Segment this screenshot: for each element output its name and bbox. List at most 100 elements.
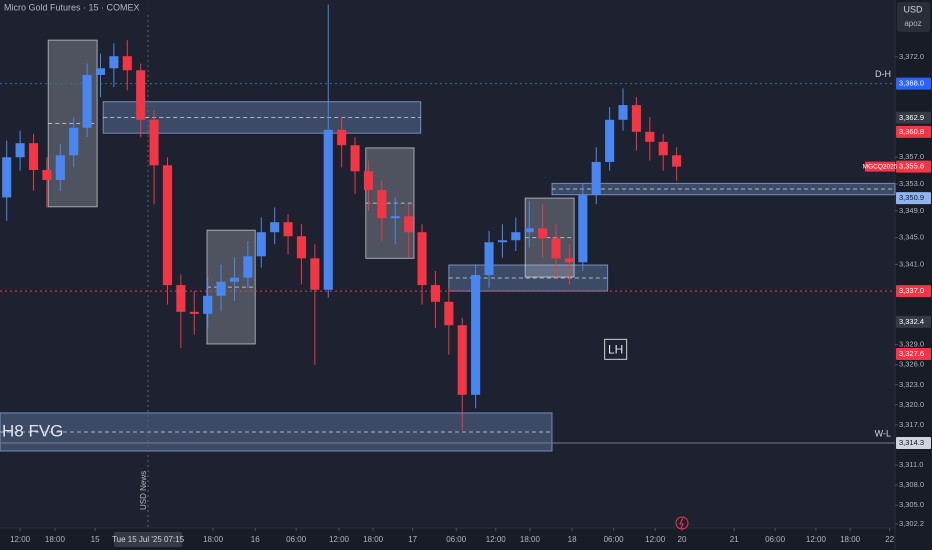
level-label: W-L: [875, 428, 891, 438]
price-label: 3,360.8: [899, 127, 924, 136]
axis-note: apoz: [904, 19, 921, 28]
price-label-bg: [896, 125, 931, 138]
y-tick-label: 3,305.0: [899, 500, 924, 509]
y-tick-label: 3,308.0: [899, 480, 924, 489]
y-tick-label: 3,372.0: [899, 52, 924, 61]
candle-body: [216, 281, 226, 296]
y-tick-label: 3,320.0: [899, 400, 924, 409]
candle-body: [243, 256, 253, 278]
zone-label: H8 FVG: [2, 421, 63, 440]
annotation-box: [604, 338, 628, 360]
candle-body: [95, 68, 106, 75]
y-tick-label: 3,311.0: [899, 460, 923, 469]
candle-body: [136, 70, 146, 120]
candle-body: [82, 74, 92, 128]
candle-body: [631, 105, 641, 132]
candle-body: [471, 275, 481, 395]
zones: [0, 39, 896, 452]
candle-body: [497, 240, 507, 243]
y-tick-label: 3,323.0: [899, 380, 924, 389]
price-label: 3,327.6: [899, 349, 924, 358]
price-label-bg: [896, 192, 931, 205]
crosshair-label-bg: [114, 532, 183, 547]
candle-body: [591, 161, 601, 195]
x-tick-label: 12:00: [329, 535, 350, 544]
candle-body: [511, 232, 521, 241]
price-tag: MGCQ2025: [863, 163, 898, 170]
x-tick-label: 17: [408, 535, 417, 544]
candle-body: [122, 56, 132, 71]
candle-body: [189, 311, 199, 314]
x-tick-label: 18:00: [363, 535, 384, 544]
price-label-bg: [896, 315, 931, 328]
x-tick-label: 06:00: [604, 535, 625, 544]
x-tick-label: 15: [91, 535, 100, 544]
x-tick-label: 12:00: [645, 535, 666, 544]
price-label: 3,362.9: [899, 113, 924, 122]
candle-body: [538, 228, 548, 239]
candle-body: [69, 127, 79, 156]
y-tick-label: 3,349.0: [899, 206, 924, 215]
candle-body: [417, 232, 427, 286]
candle-body: [229, 277, 240, 282]
candle-body: [256, 232, 266, 257]
candle-body: [457, 325, 467, 395]
annotation-text: LH: [608, 342, 623, 356]
candle-body: [390, 216, 400, 219]
y-tick-label: 3,341.0: [899, 259, 924, 268]
candle-body: [363, 171, 374, 191]
x-tick-label: 21: [730, 535, 739, 544]
candle-body: [176, 285, 186, 312]
candle-body: [484, 242, 494, 276]
candles: [2, 4, 682, 431]
price-label: 3,355.6: [899, 162, 924, 171]
candle-body: [28, 143, 39, 170]
candle-body: [430, 285, 440, 302]
candle-body: [310, 258, 320, 290]
currency-box[interactable]: [897, 2, 930, 32]
price-label-bg: [896, 285, 931, 298]
candle-body: [524, 228, 534, 233]
price-label: 3,368.0: [899, 79, 924, 88]
x-tick-label: 16: [251, 535, 260, 544]
y-tick-label: 3,302.2: [899, 519, 924, 528]
price-axis-background: [895, 0, 932, 550]
price-label: 3,314.3: [899, 438, 924, 447]
y-tick-label: 3,329.0: [899, 340, 924, 349]
x-tick-label: 06:00: [446, 535, 467, 544]
y-tick-label: 3,317.0: [899, 420, 924, 429]
level-label: D-H: [875, 69, 891, 79]
event-icon[interactable]: [675, 516, 689, 530]
overlay: H8 FVG D-H W-L USD News Tue 15 Jul '25 07:15…: [2, 69, 891, 547]
event-label: USD News: [139, 471, 148, 510]
chart-title: Micro Gold Futures · 15 · COMEX: [4, 2, 140, 12]
candle-body: [203, 295, 213, 314]
price-label-bg: [896, 437, 931, 450]
candle-body: [605, 119, 615, 162]
candle-body: [350, 145, 360, 172]
y-tick-label: 3,345.0: [899, 233, 924, 242]
x-tick-label: 18:00: [520, 535, 541, 544]
price-label-bg: [896, 77, 931, 90]
candle-body: [645, 131, 655, 142]
candle-body: [42, 169, 52, 181]
candle-body: [162, 165, 173, 286]
x-tick-label: 18: [568, 535, 577, 544]
price-label: 3,337.0: [899, 286, 924, 295]
y-tick-label: 3,357.0: [899, 152, 924, 161]
candle-body: [296, 236, 307, 259]
title-background: [0, 0, 160, 14]
x-tick-label: 06:00: [765, 535, 786, 544]
candle-body: [337, 129, 347, 146]
x-tick-label: 12:00: [486, 535, 507, 544]
plot-background: [0, 0, 895, 528]
price-label: 3,332.4: [899, 317, 924, 326]
x-tick-label: 12:00: [10, 535, 31, 544]
x-tick-label: 20: [678, 535, 687, 544]
x-tick-label: 18:00: [840, 535, 861, 544]
x-tick-label: 18:00: [203, 535, 224, 544]
candle-body: [149, 119, 159, 166]
x-tick-label: 12:00: [806, 535, 827, 544]
y-tick-label: 3,326.0: [899, 360, 924, 369]
